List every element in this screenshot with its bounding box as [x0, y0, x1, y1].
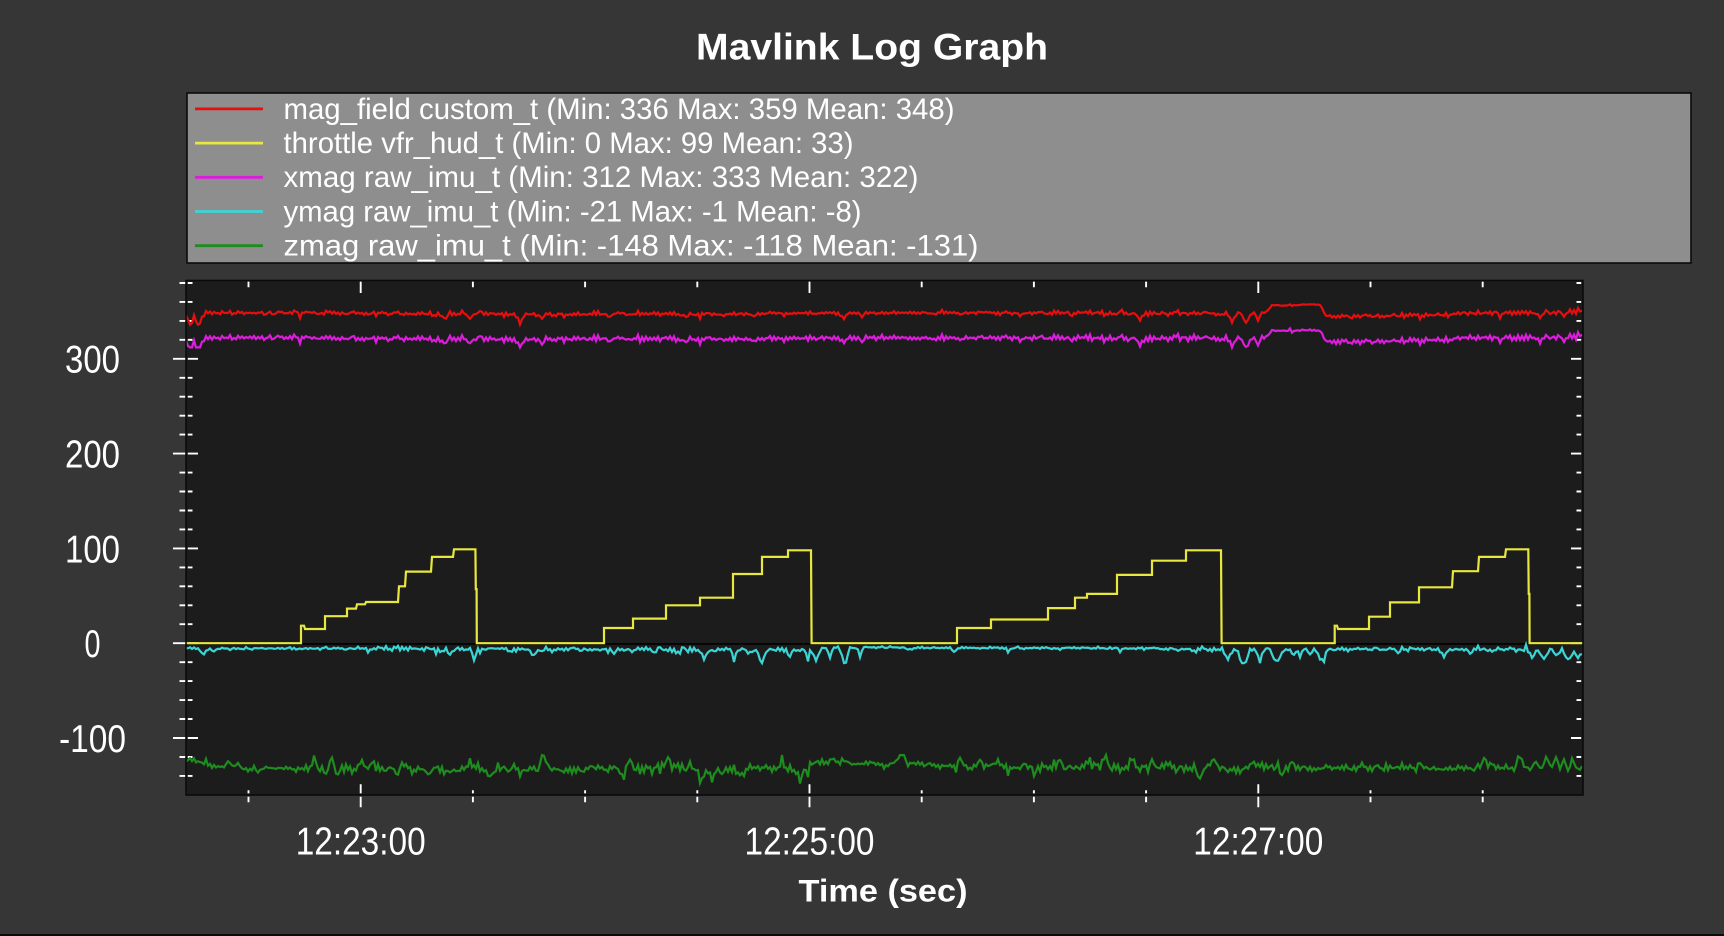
svg-text:-100: -100: [59, 718, 126, 761]
svg-text:xmag raw_imu_t (Min: 312 Max:: xmag raw_imu_t (Min: 312 Max: 333 Mean: …: [284, 161, 919, 194]
svg-text:mag_field custom_t (Min: 336 M: mag_field custom_t (Min: 336 Max: 359 Me…: [284, 93, 955, 126]
svg-text:12:25:00: 12:25:00: [745, 821, 875, 864]
svg-text:200: 200: [65, 434, 120, 477]
svg-text:zmag raw_imu_t (Min: -148 Max:: zmag raw_imu_t (Min: -148 Max: -118 Mean…: [284, 230, 979, 263]
svg-text:Time (sec): Time (sec): [799, 874, 968, 909]
svg-text:12:27:00: 12:27:00: [1193, 821, 1323, 864]
svg-text:300: 300: [65, 339, 120, 382]
svg-text:0: 0: [85, 623, 101, 666]
svg-text:Mavlink Log Graph: Mavlink Log Graph: [696, 26, 1048, 68]
svg-text:throttle vfr_hud_t (Min: 0 Max: throttle vfr_hud_t (Min: 0 Max: 99 Mean:…: [284, 127, 854, 160]
svg-text:100: 100: [65, 528, 120, 571]
svg-text:12:23:00: 12:23:00: [296, 821, 426, 864]
svg-text:ymag raw_imu_t (Min: -21 Max:: ymag raw_imu_t (Min: -21 Max: -1 Mean: -…: [284, 195, 862, 228]
